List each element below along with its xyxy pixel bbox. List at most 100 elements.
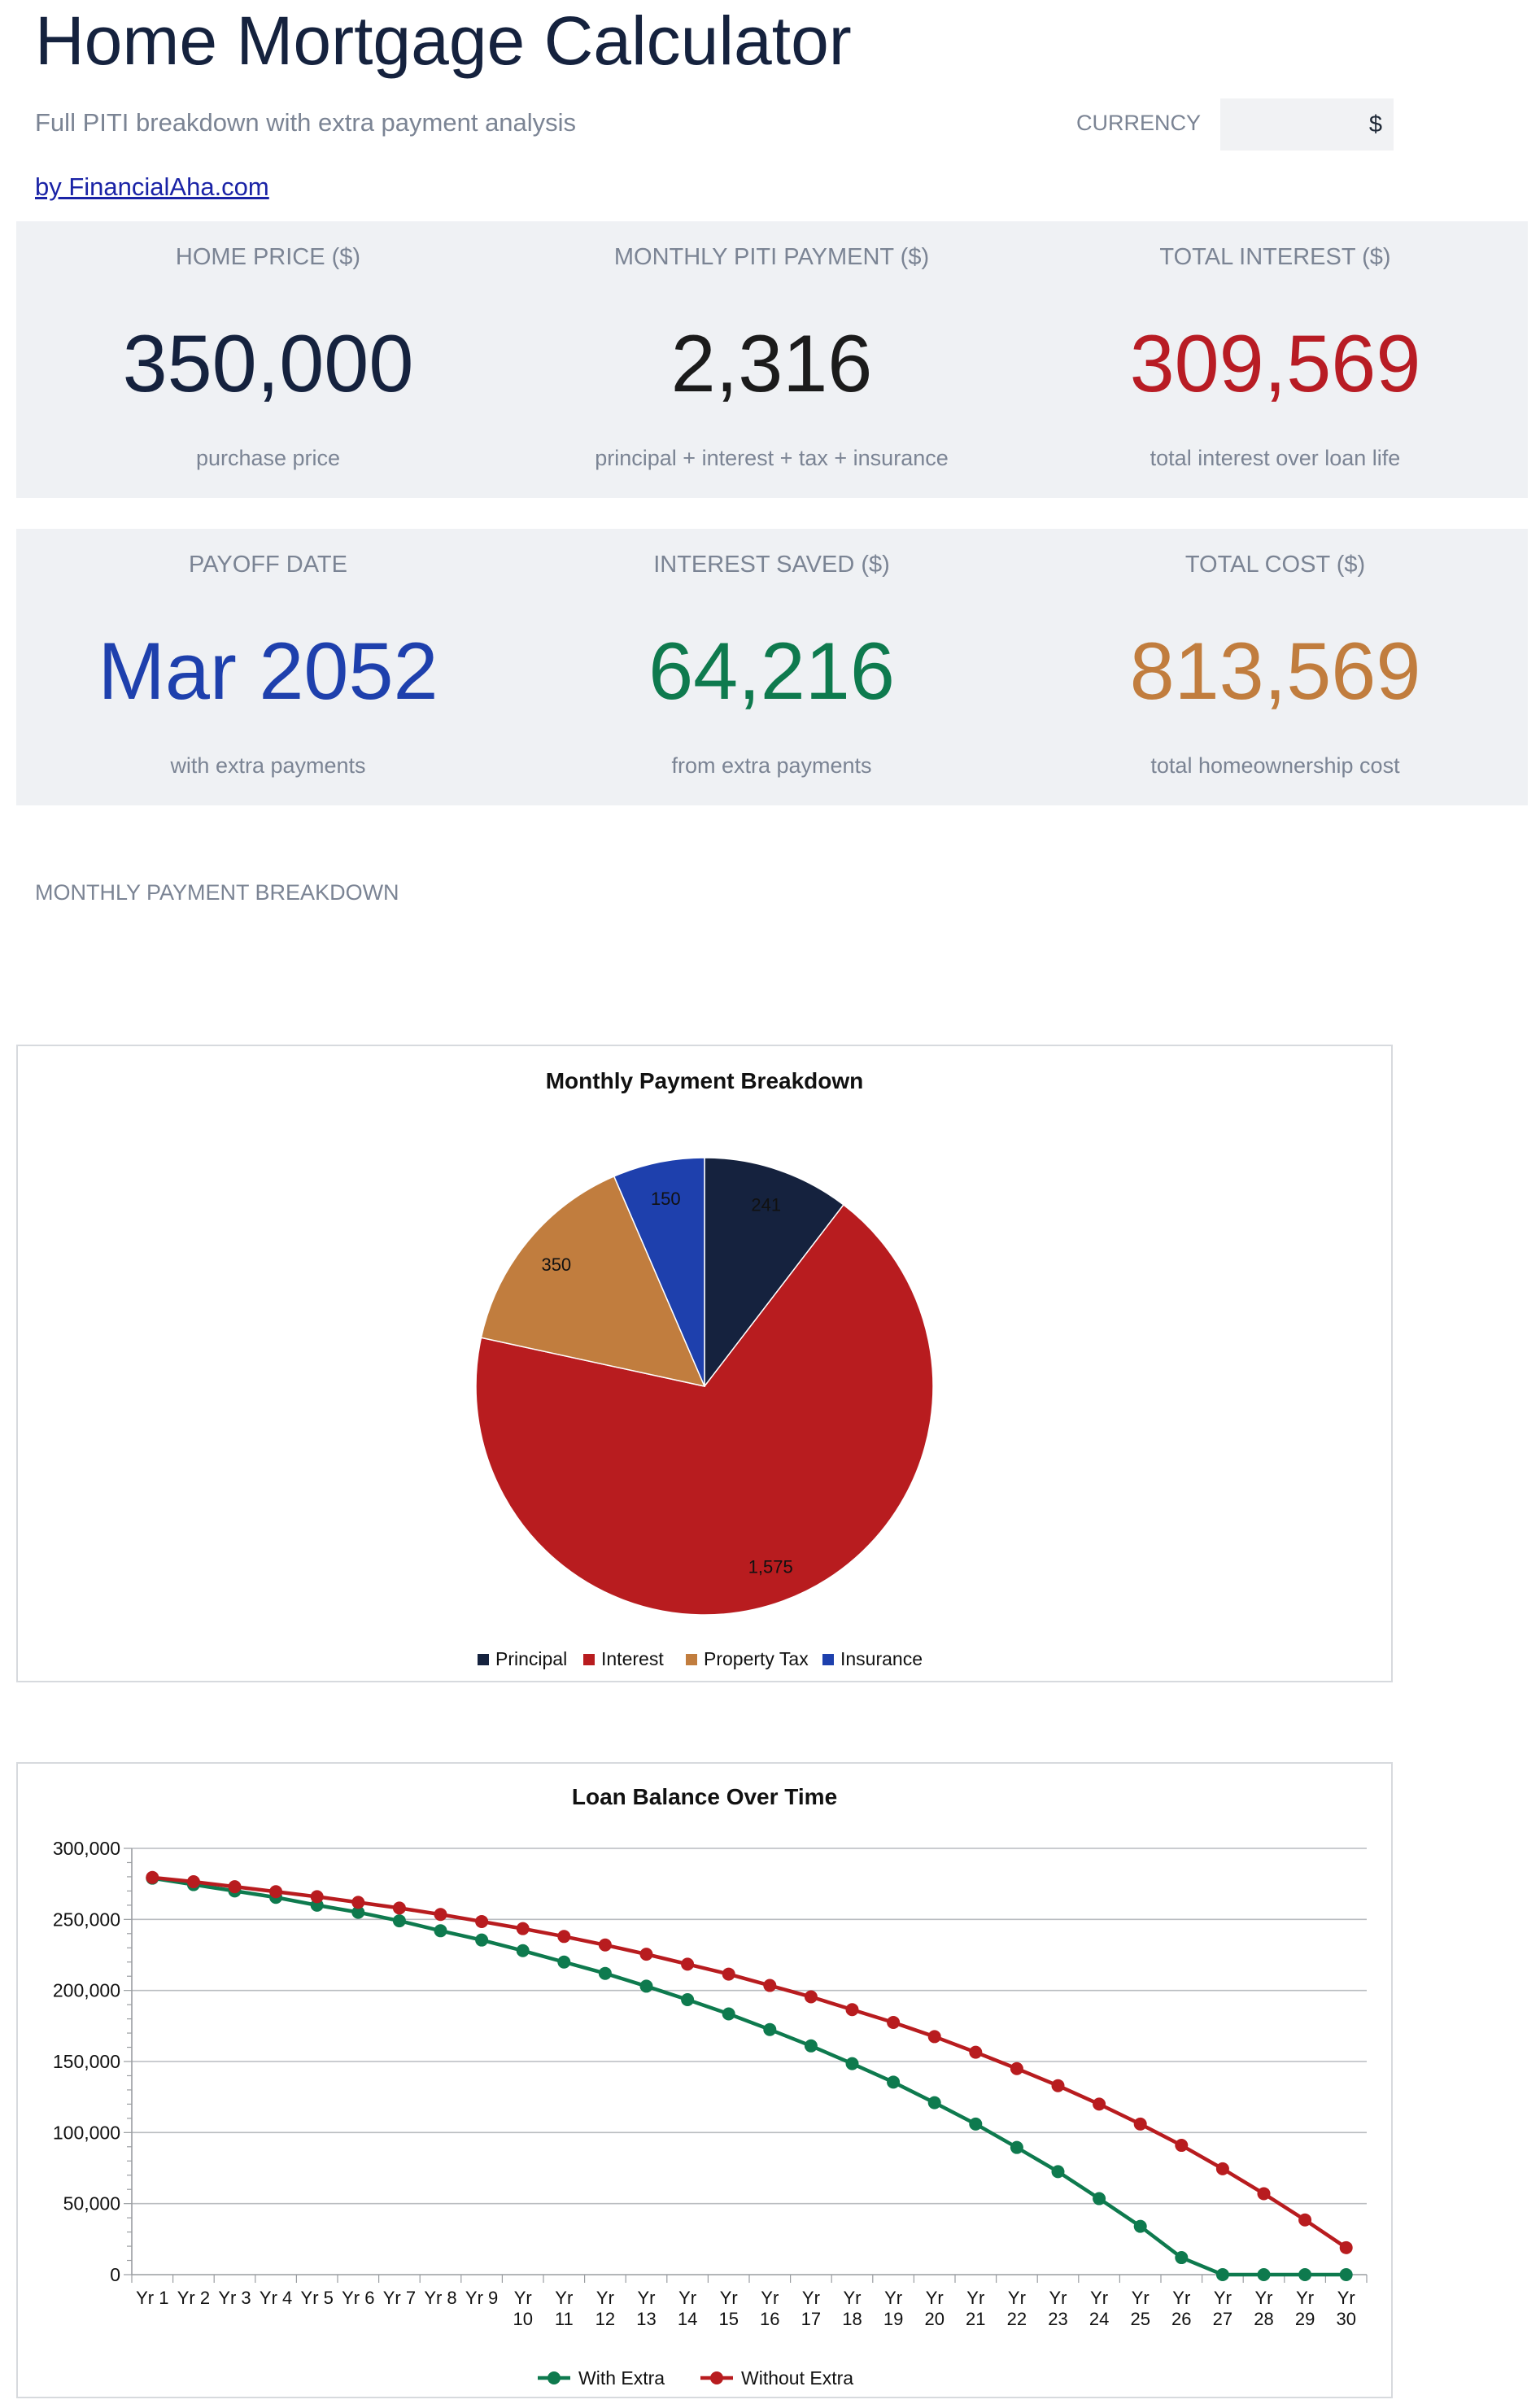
series-point [557, 1955, 571, 1969]
legend-marker [548, 2371, 561, 2384]
series-point [681, 1957, 695, 1971]
x-tick-label: Yr 29 [1295, 2288, 1315, 2329]
series-point [310, 1890, 324, 1904]
series-point [927, 2030, 941, 2044]
legend-swatch [583, 1654, 595, 1665]
series-point [598, 1966, 612, 1980]
series-point [1051, 2079, 1065, 2092]
series-point [763, 1979, 777, 1992]
kpi-sub: purchase price [195, 446, 341, 470]
kpi-sub: from extra payments [671, 753, 872, 778]
y-tick-label: 150,000 [53, 2051, 120, 2072]
pie-data-label: 150 [651, 1189, 681, 1209]
series-point [639, 1979, 653, 1993]
x-tick-label: Yr 6 [342, 2288, 374, 2308]
series-point [186, 1875, 200, 1889]
series-point [927, 2096, 941, 2109]
kpi-label: HOME PRICE ($) [175, 244, 361, 270]
y-tick-label: 50,000 [63, 2193, 120, 2214]
x-tick-label: Yr 3 [218, 2288, 251, 2308]
currency-value[interactable]: $ [1368, 111, 1382, 137]
x-tick-label: Yr 26 [1171, 2288, 1191, 2329]
series-point [392, 1901, 406, 1915]
legend-swatch [478, 1654, 489, 1665]
kpi-label: MONTHLY PITI PAYMENT ($) [613, 244, 930, 270]
legend-label: Without Extra [741, 2367, 853, 2389]
series-point [1010, 2062, 1023, 2075]
financialaha-link[interactable]: by FinancialAha.com [35, 172, 269, 201]
series-line-with-extra [151, 1876, 1346, 2277]
x-tick-label: Yr 20 [924, 2288, 944, 2329]
x-tick-label: Yr 25 [1130, 2288, 1150, 2329]
legend-marker [710, 2371, 723, 2384]
x-tick-label: Yr 8 [424, 2288, 456, 2308]
legend-label: With Extra [578, 2367, 665, 2389]
x-tick-label: Yr 7 [383, 2288, 416, 2308]
series-point [351, 1905, 365, 1919]
y-tick-label: 300,000 [53, 1838, 120, 1859]
series-point [146, 1870, 159, 1884]
pie-data-label: 241 [751, 1194, 781, 1215]
kpi-card-row-1: HOME PRICE ($) 350,000 purchase price MO… [16, 221, 1528, 498]
series-point [1175, 2251, 1189, 2265]
x-tick-label: Yr 5 [301, 2288, 334, 2308]
series-point [804, 2039, 818, 2053]
currency-input[interactable]: $ [1220, 98, 1394, 151]
section-label-monthly-breakdown: MONTHLY PAYMENT BREAKDOWN [35, 880, 399, 905]
kpi-value: 309,569 [1129, 318, 1421, 408]
series-point [1133, 2219, 1147, 2233]
pie-slice-principal [704, 1157, 844, 1389]
legend-label: Property Tax [704, 1648, 809, 1669]
kpi-sub: principal + interest + tax + insurance [595, 446, 949, 470]
kpi-value: Mar 2052 [98, 626, 438, 716]
legend-swatch [822, 1654, 834, 1665]
series-point [1051, 2165, 1065, 2179]
page-title: Home Mortgage Calculator [35, 2, 852, 79]
x-tick-label: Yr 14 [678, 2288, 697, 2329]
x-tick-label: Yr 1 [136, 2288, 168, 2308]
series-point [887, 2015, 901, 2029]
legend-label: Insurance [840, 1648, 923, 1669]
series-point [1215, 2268, 1229, 2281]
series-point [1093, 2192, 1106, 2205]
series-line-without-extra [152, 1875, 1347, 2249]
y-tick-label: 0 [110, 2264, 120, 2285]
series-point [516, 1944, 530, 1957]
legend-label: Principal [495, 1648, 567, 1669]
series-point [804, 1990, 818, 2004]
series-point [763, 2022, 777, 2036]
series-point [598, 1938, 612, 1952]
line-chart: Loan Balance Over Time 0 50,000 100,000 150… [53, 1784, 1368, 2389]
x-tick-label: Yr 2 [177, 2288, 210, 2308]
x-tick-label: Yr 21 [966, 2288, 985, 2329]
series-point [351, 1896, 365, 1909]
x-tick-label: Yr 16 [760, 2288, 779, 2329]
series-point [1215, 2162, 1229, 2175]
x-tick-label: Yr 13 [636, 2288, 656, 2329]
x-tick-label: Yr 18 [842, 2288, 862, 2329]
series-point [722, 1967, 735, 1981]
kpi-label: TOTAL INTEREST ($) [1159, 244, 1391, 270]
x-tick-label: Yr 15 [718, 2288, 738, 2329]
series-point [1298, 2268, 1312, 2281]
series-point [1175, 2139, 1189, 2153]
series-point [845, 2003, 859, 2017]
series-point [1133, 2117, 1147, 2131]
series-point [392, 1914, 406, 1928]
series-point [722, 2007, 735, 2021]
series-point [434, 1924, 447, 1938]
x-tick-label: Yr 22 [1007, 2288, 1027, 2329]
kpi-label: INTEREST SAVED ($) [653, 552, 890, 578]
y-tick-label: 250,000 [53, 1909, 120, 1930]
x-tick-label: Yr 23 [1048, 2288, 1067, 2329]
series-point [475, 1933, 489, 1947]
currency-label: CURRENCY [1076, 111, 1202, 135]
series-point [845, 2057, 859, 2070]
kpi-sub: total interest over loan life [1150, 446, 1401, 470]
series-point [1339, 2240, 1353, 2254]
series-point [887, 2075, 901, 2089]
series-point [1093, 2097, 1106, 2111]
legend-swatch [686, 1654, 697, 1665]
kpi-value: 64,216 [648, 626, 895, 716]
pie-chart-frame: Monthly Payment Breakdown 241 1,575 350 150… [16, 1045, 1393, 1682]
